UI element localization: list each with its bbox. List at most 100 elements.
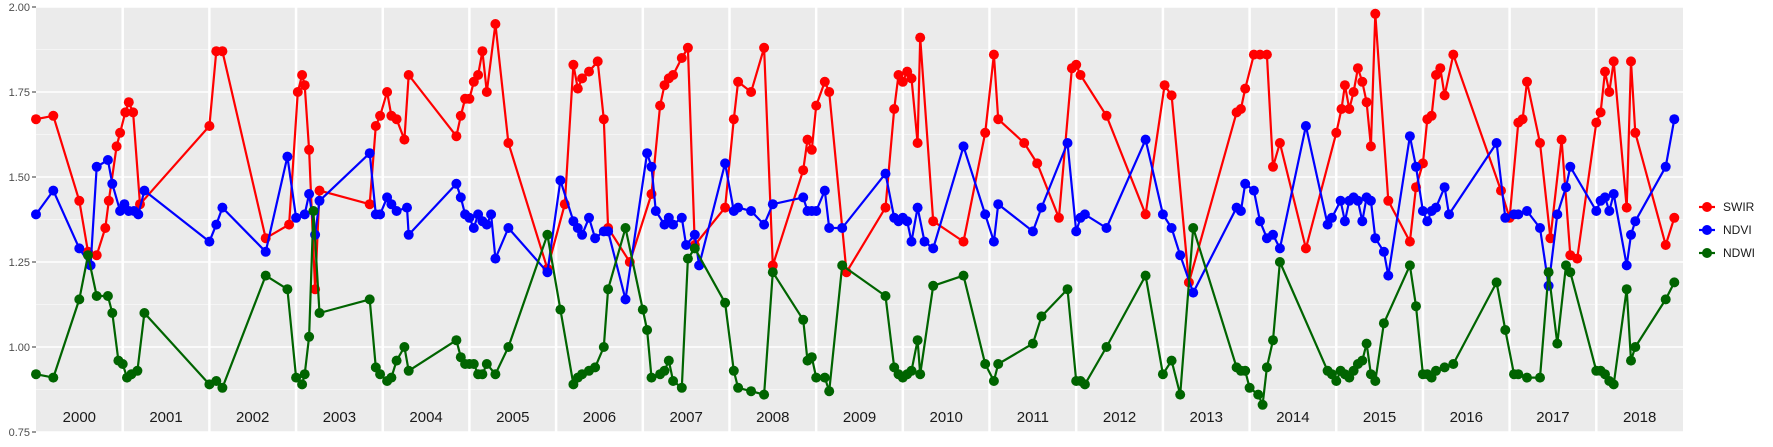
data-point [993,199,1004,210]
legend-item-ndwi: NDWI [1699,246,1755,260]
data-point [1361,338,1372,349]
data-point [1166,223,1177,233]
data-point [811,206,822,216]
data-point [91,250,102,261]
legend-key-point [1702,202,1712,212]
data-point [386,199,397,210]
data-point [1439,362,1450,373]
data-point [1370,233,1381,244]
data-point [1101,223,1112,233]
data-point [204,121,215,131]
data-point [1491,277,1502,288]
data-point [980,359,991,369]
year-label: 2011 [1017,409,1049,426]
data-point [928,216,939,227]
series-ndwi [31,206,1680,410]
data-point [592,56,603,67]
data-point [455,192,466,203]
data-point [912,138,923,148]
data-point [880,202,891,213]
data-point [1431,202,1441,213]
year-label-layer: 2000 2001 2002 2003 2004 2005 2006 2007 2008 2009… [63,409,1657,426]
data-point [1626,355,1636,366]
data-point [1053,212,1064,223]
year-label: 2000 [63,409,96,426]
year-label: 2010 [929,409,962,426]
data-point [473,70,484,80]
data-point [1552,338,1563,349]
data-point [1257,399,1268,410]
data-point [1101,342,1112,352]
data-point [681,240,692,250]
data-point [299,80,310,91]
data-point [620,294,631,305]
data-point [1079,379,1090,390]
data-point [1268,229,1278,240]
data-point [1071,226,1082,237]
data-point [1431,365,1441,376]
data-point [993,359,1004,369]
data-point [1274,257,1285,267]
data-point [1357,216,1368,227]
year-label: 2018 [1623,409,1656,426]
data-point [1444,209,1454,220]
data-point [1565,267,1576,278]
data-point [391,206,402,216]
data-point [598,114,609,125]
data-point [217,382,228,393]
data-point [1513,369,1524,380]
data-point [1439,90,1450,101]
data-point [1255,216,1265,227]
data-point [798,192,809,203]
data-point [297,379,308,390]
data-point [402,202,412,213]
year-label: 2007 [669,409,702,426]
data-point [1561,182,1571,193]
data-point [455,110,466,121]
data-point [928,280,939,291]
data-point [1669,212,1680,223]
data-point [314,195,325,206]
data-point [1159,80,1170,91]
data-point [314,185,325,196]
data-point [1411,161,1421,172]
data-point [919,236,930,247]
data-point [584,212,594,223]
data-point [1019,138,1030,148]
data-point [282,151,293,162]
y-tick-label: 1.25 [9,257,30,269]
data-point [880,291,891,301]
data-point [689,229,700,240]
data-point [1344,104,1355,114]
data-point [1248,185,1259,196]
data-point [451,178,462,189]
data-point [988,49,999,60]
data-point [1604,206,1615,216]
data-point [1491,138,1502,148]
data-point [1630,127,1641,138]
data-point [123,97,134,108]
data-point [646,161,657,172]
data-point [1626,56,1636,67]
data-point [464,93,475,104]
data-point [1075,70,1086,80]
data-point [1660,240,1671,250]
data-point [1621,284,1632,295]
data-point [481,87,492,97]
data-point [1175,250,1186,261]
data-point [720,158,731,169]
data-point [1235,104,1246,114]
data-point [1274,138,1285,148]
data-point [584,66,594,77]
data-point [958,141,969,152]
year-label: 2002 [236,409,269,426]
data-point [1240,83,1251,94]
data-point [391,355,402,366]
data-point [297,70,308,80]
legend-label: NDWI [1723,246,1755,260]
data-point [1411,301,1421,312]
data-point [1339,216,1350,227]
data-point [83,250,93,261]
data-point [1383,195,1394,206]
